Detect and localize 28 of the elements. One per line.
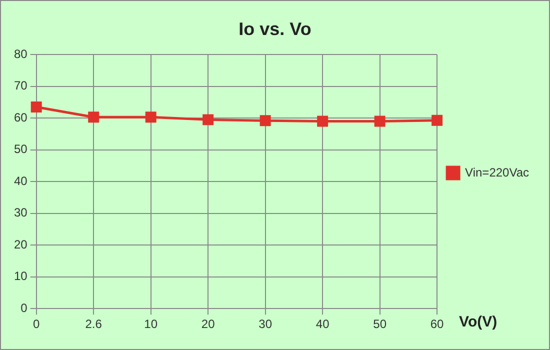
- x-tick-label: 60: [430, 317, 444, 332]
- y-tick-label: 70: [14, 78, 28, 93]
- x-tick-label: 10: [144, 317, 158, 332]
- y-tick-label: 50: [14, 142, 28, 156]
- point: [30, 101, 42, 112]
- y-tick-label: 40: [14, 174, 28, 188]
- point: [145, 112, 156, 123]
- x-tick-label: 40: [316, 317, 330, 332]
- x-tick-label: 2.6: [85, 317, 102, 332]
- x-axis-title: Vo(V): [459, 314, 498, 331]
- y-tick-label: 30: [14, 206, 28, 220]
- chart-title: Io vs. Vo: [238, 18, 312, 39]
- y-tick-label: 0: [20, 300, 28, 315]
- x-tick-label: 0: [33, 317, 40, 332]
- x-tick-label: 20: [201, 317, 216, 332]
- point: [202, 114, 214, 126]
- x-tick-label: 50: [373, 317, 387, 332]
- point: [432, 114, 443, 126]
- point: [88, 112, 100, 123]
- point: [374, 116, 386, 127]
- x-tick-label: 30: [258, 317, 272, 332]
- y-tick-label: 10: [14, 269, 28, 284]
- legend-label: Vin=220Vac: [465, 165, 530, 180]
- point: [260, 115, 271, 126]
- point: [317, 116, 328, 127]
- y-tick-label: 20: [14, 237, 28, 252]
- y-tick-label: 60: [14, 110, 28, 124]
- y-tick-label: 80: [14, 46, 28, 61]
